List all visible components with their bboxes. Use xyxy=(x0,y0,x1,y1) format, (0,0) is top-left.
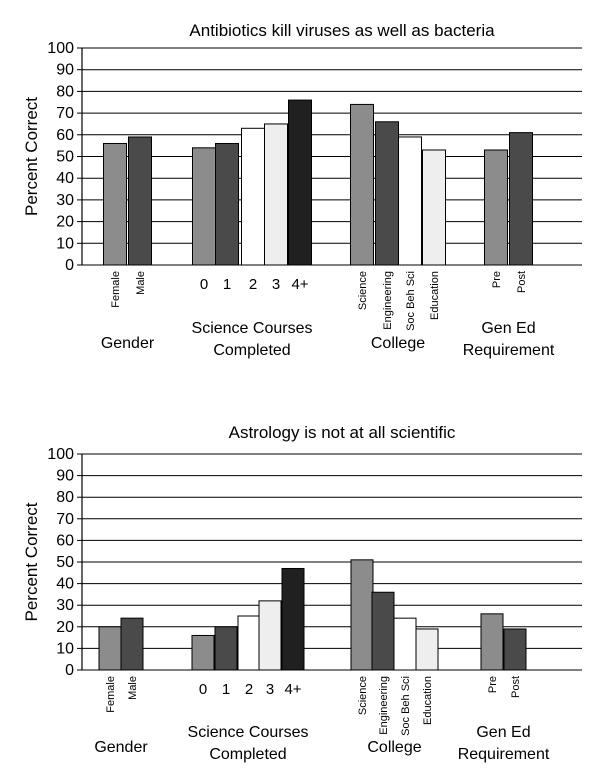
chart2-category-label: Pre xyxy=(487,676,499,693)
chart2-bar-science-courses-completed-1 xyxy=(214,626,238,671)
chart2-bar-gender-male xyxy=(120,617,144,671)
chart1-group-label: Science Courses xyxy=(192,320,313,337)
chart1-group-label: College xyxy=(371,335,425,352)
chart2-bar-science-courses-completed-0 xyxy=(191,634,215,671)
chart1-ytick-label: 40 xyxy=(56,170,74,187)
chart1-ytick-label: 30 xyxy=(56,192,74,209)
chart1-category-label: Post xyxy=(516,271,528,293)
chart2-ytick-label: 40 xyxy=(56,576,74,593)
chart2-category-label: Soc Beh Sci xyxy=(400,676,412,736)
chart1-title: Antibiotics kill viruses as well as bact… xyxy=(189,21,495,40)
chart1: Antibiotics kill viruses as well as bact… xyxy=(22,21,582,359)
chart1-ytick-label: 90 xyxy=(56,62,74,79)
chart1-category-label: Soc Beh Sci xyxy=(405,271,417,331)
chart1-category-label: Female xyxy=(110,271,122,308)
chart2-ytick-label: 80 xyxy=(56,489,74,506)
chart1-bar-college-science xyxy=(350,103,374,266)
chart2-group-label: Gender xyxy=(94,739,148,756)
chart2-bar-college-education xyxy=(415,628,439,671)
chart2-category-label: Female xyxy=(105,676,117,713)
chart1-bar-college-education xyxy=(422,149,446,266)
chart2-category-label: 3 xyxy=(266,681,274,698)
chart1-bar-college-engineering xyxy=(375,121,399,266)
chart2-category-label: Science xyxy=(357,676,369,715)
chart2-group-label: Requirement xyxy=(458,746,550,763)
chart2-category-label: Male xyxy=(127,676,139,700)
chart2-title: Astrology is not at all scientific xyxy=(229,423,456,442)
chart1-ytick-label: 20 xyxy=(56,214,74,231)
chart1-category-label: 2 xyxy=(249,276,257,293)
chart2-bar-college-science xyxy=(350,559,374,671)
chart2-ytick-label: 10 xyxy=(56,640,74,657)
chart2-ytick-label: 30 xyxy=(56,597,74,614)
chart1-category-label: 1 xyxy=(223,276,231,293)
chart1-category-label: Science xyxy=(357,271,369,310)
chart1-bar-college-soc-beh-sci xyxy=(398,136,422,266)
chart2-ytick-label: 90 xyxy=(56,468,74,485)
chart1-ytick-label: 70 xyxy=(56,105,74,122)
chart2-bar-gen-ed-requirement-pre xyxy=(480,613,504,671)
chart2-ytick-label: 50 xyxy=(56,554,74,571)
chart1-ylabel: Percent Correct xyxy=(22,97,41,216)
chart1-ytick-label: 80 xyxy=(56,83,74,100)
chart1-category-label: 4+ xyxy=(291,276,308,293)
chart1-bar-gender-female xyxy=(103,142,127,266)
chart2-category-label: Engineering xyxy=(378,676,390,735)
chart1-bar-gender-male xyxy=(128,136,152,266)
chart1-bar-science-courses-completed-3 xyxy=(264,123,288,266)
chart2-category-label: 1 xyxy=(222,681,230,698)
chart2-group-label: Gen Ed xyxy=(476,724,530,741)
chart1-category-label: Education xyxy=(429,271,441,320)
chart1-ytick-label: 10 xyxy=(56,235,74,252)
chart2-bar-gen-ed-requirement-post xyxy=(503,628,527,671)
chart2-bar-college-engineering xyxy=(371,591,395,671)
chart1-group-label: Completed xyxy=(213,342,290,359)
chart2: Astrology is not at all scientific010203… xyxy=(22,423,582,763)
chart2-category-label: Education xyxy=(422,676,434,725)
chart2-bar-gender-female xyxy=(98,626,122,671)
chart1-ytick-label: 100 xyxy=(47,40,74,57)
chart1-group-label: Requirement xyxy=(463,342,555,359)
chart1-group-label: Gender xyxy=(101,335,155,352)
chart1-category-label: Engineering xyxy=(382,271,394,330)
chart2-category-label: 2 xyxy=(245,681,253,698)
chart2-ytick-label: 100 xyxy=(47,446,74,463)
chart1-group-label: Gen Ed xyxy=(481,320,535,337)
chart2-ytick-label: 70 xyxy=(56,511,74,528)
chart1-bar-science-courses-completed-0 xyxy=(192,147,216,266)
chart2-category-label: 4+ xyxy=(284,681,301,698)
chart1-ytick-label: 50 xyxy=(56,149,74,166)
chart1-category-label: 3 xyxy=(272,276,280,293)
chart2-group-label: Science Courses xyxy=(188,724,309,741)
chart1-bar-gen-ed-requirement-post xyxy=(509,132,533,266)
chart1-ytick-label: 0 xyxy=(65,257,74,274)
chart2-ytick-label: 60 xyxy=(56,532,74,549)
chart2-bar-science-courses-completed-3 xyxy=(258,600,282,671)
chart2-bar-science-courses-completed-2 xyxy=(237,615,261,671)
chart2-ytick-label: 20 xyxy=(56,619,74,636)
chart2-ylabel: Percent Correct xyxy=(22,502,41,621)
chart2-bar-college-soc-beh-sci xyxy=(393,617,417,671)
chart1-bar-science-courses-completed-2 xyxy=(241,127,265,266)
chart2-group-label: College xyxy=(367,739,421,756)
chart2-category-label: Post xyxy=(510,676,522,698)
chart2-group-label: Completed xyxy=(209,746,286,763)
chart1-bar-gen-ed-requirement-pre xyxy=(484,149,508,266)
chart1-category-label: Male xyxy=(135,271,147,295)
chart1-bar-science-courses-completed-1 xyxy=(215,142,239,266)
chart2-bar-science-courses-completed-4- xyxy=(281,567,305,671)
chart1-bar-science-courses-completed-4- xyxy=(288,99,312,266)
chart1-category-label: 0 xyxy=(200,276,208,293)
chart1-ytick-label: 60 xyxy=(56,127,74,144)
chart1-category-label: Pre xyxy=(491,271,503,288)
chart2-category-label: 0 xyxy=(199,681,207,698)
chart2-ytick-label: 0 xyxy=(65,662,74,679)
